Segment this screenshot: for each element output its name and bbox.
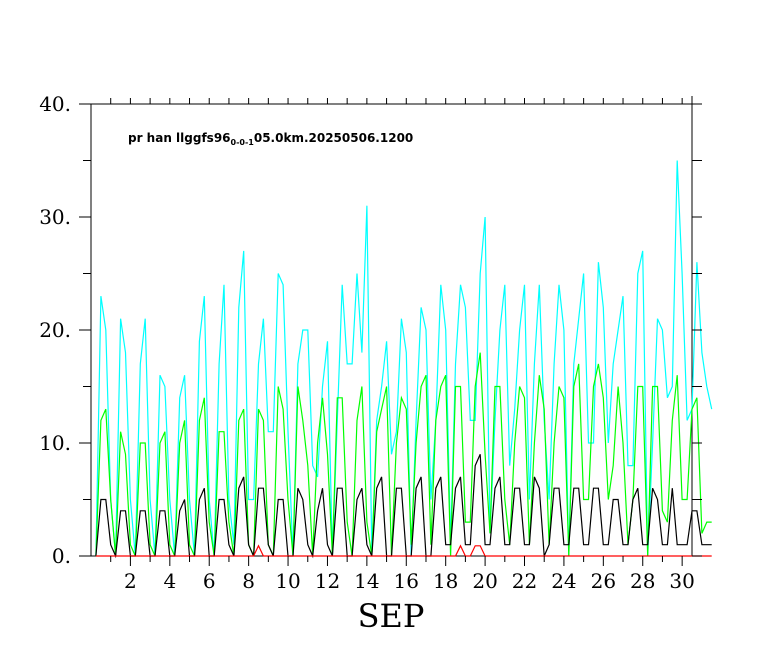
x-tick-label: 28 [630,569,655,593]
chart-title-suffix: 05.0km.20250506.1200 [254,131,413,145]
x-tick-label: 16 [394,569,419,593]
x-tick-label: 14 [354,569,379,593]
chart-title: pr han llggfs960-0-105.0km.20250506.1200 [128,131,413,147]
x-tick-label: 2 [124,569,137,593]
x-tick-label: 24 [551,569,576,593]
series-line-1 [95,160,713,557]
x-tick-label: 18 [433,569,458,593]
y-tick-label: 0. [52,544,71,568]
x-tick-label: 12 [315,569,340,593]
series-line-3 [95,454,712,559]
x-axis-title: SEP [358,597,425,635]
series-line-4 [95,544,712,557]
x-tick-label: 6 [203,569,216,593]
series-layer [95,160,713,559]
x-tick-label: 8 [242,569,255,593]
series-line-2 [95,352,712,557]
chart-title-prefix: pr han llggfs96 [128,131,231,145]
y-tick-label: 20. [39,318,71,342]
x-tick-label: 10 [275,569,300,593]
axis-layer: 2 4 6 8 10 12 14 16 18 20 22 24 26 28 300.10.20.30.40. [39,92,702,593]
x-tick-label: 4 [163,569,176,593]
x-tick-label: 20 [472,569,497,593]
chart-title-subscript: 0-0-1 [231,138,255,147]
x-tick-label: 26 [591,569,616,593]
plot-frame [83,96,693,557]
x-tick-label: 22 [512,569,537,593]
y-tick-label: 30. [39,205,71,229]
y-tick-label: 10. [39,431,71,455]
y-tick-label: 40. [39,92,71,116]
x-tick-label: 30 [669,569,694,593]
